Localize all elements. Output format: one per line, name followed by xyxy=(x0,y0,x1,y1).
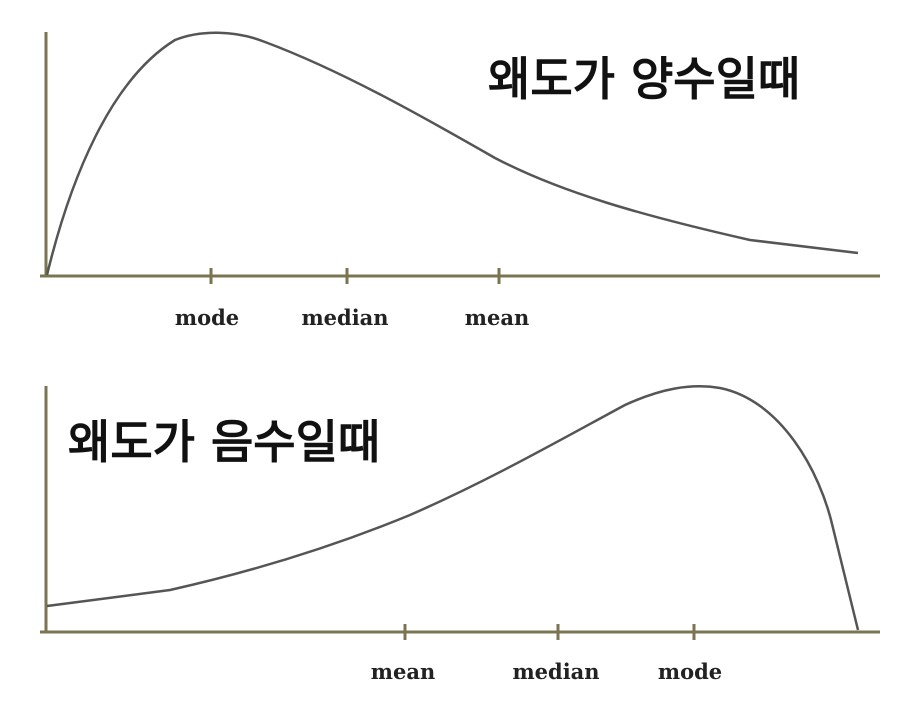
positive-skew-panel: mode median mean 왜도가 양수일때 xyxy=(40,31,880,330)
positive-skew-curve xyxy=(45,31,859,276)
negative-tick-label-mode: mode xyxy=(658,659,722,684)
positive-tick-label-mean: mean xyxy=(465,305,529,330)
positive-tick-label-median: median xyxy=(301,305,388,330)
negative-skew-title: 왜도가 음수일때 xyxy=(68,415,380,469)
negative-skew-curve xyxy=(46,385,860,631)
negative-tick-label-median: median xyxy=(512,659,599,684)
positive-tick-label-mode: mode xyxy=(175,305,239,330)
positive-skew-title: 왜도가 양수일때 xyxy=(488,52,800,106)
negative-skew-panel: mean median mode 왜도가 음수일때 xyxy=(40,385,880,684)
negative-tick-label-mean: mean xyxy=(371,659,435,684)
